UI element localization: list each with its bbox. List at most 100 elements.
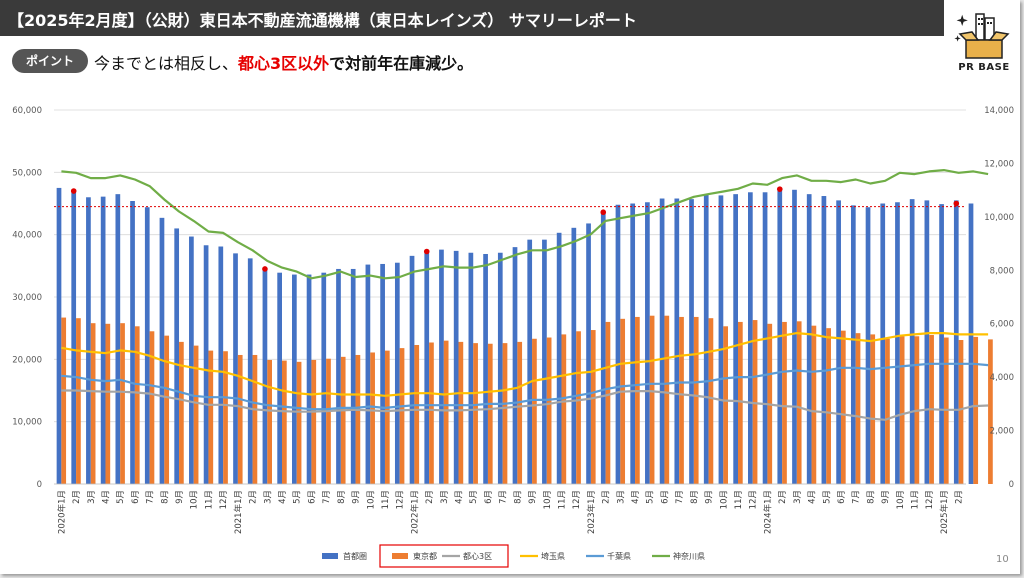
bar-shutoken <box>792 189 797 484</box>
left-tick-label: 0 <box>37 480 42 490</box>
bar-shutoken <box>865 207 871 484</box>
chart-markers <box>70 186 960 272</box>
bar-tokyo <box>458 341 464 484</box>
page-title: 【2025年2月度】（公財）東日本不動産流通機構（東日本レインズ） サマリーレポ… <box>8 11 637 30</box>
x-tick-label: 10月 <box>543 490 553 509</box>
bar-tokyo <box>708 318 714 484</box>
bar-shutoken <box>292 274 297 484</box>
peak-marker <box>600 209 607 216</box>
chart-lines <box>61 168 989 421</box>
bar-shutoken <box>336 268 341 484</box>
bar-shutoken <box>836 200 841 484</box>
x-tick-label: 11月 <box>204 490 214 509</box>
series-line-chiba <box>61 362 989 411</box>
bar-tokyo <box>326 358 331 484</box>
bar-shutoken <box>380 263 385 484</box>
logo-text: PR BASE <box>958 62 1010 73</box>
x-tick-label: 7月 <box>499 490 509 504</box>
bar-tokyo <box>179 341 184 484</box>
bar-tokyo <box>414 344 420 484</box>
series-line-toshin3 <box>61 389 989 421</box>
x-tick-label: 9月 <box>881 490 891 504</box>
bar-tokyo <box>576 331 581 484</box>
point-badge: ポイント <box>12 49 88 73</box>
x-tick-label: 2月 <box>72 490 82 504</box>
x-tick-label: 8月 <box>160 490 170 504</box>
right-tick-label: 0 <box>1009 480 1014 490</box>
bar-shutoken <box>556 232 562 484</box>
bar-tokyo <box>958 340 964 484</box>
bar-shutoken <box>115 194 121 484</box>
bar-tokyo <box>149 331 155 484</box>
bar-shutoken <box>939 204 944 484</box>
peak-marker <box>70 188 77 194</box>
legend-swatch <box>392 553 408 559</box>
bar-shutoken <box>600 212 606 484</box>
right-axis: 0 2,000 4,000 6,000 8,000 10,000 12,000 14,000 <box>984 106 1014 490</box>
bar-tokyo <box>517 341 523 484</box>
bar-tokyo <box>532 338 537 484</box>
bar-tokyo <box>679 316 684 484</box>
x-tick-label: 2025年1月 <box>939 490 950 534</box>
x-tick-label: 3月 <box>793 490 803 504</box>
x-tick-label: 3月 <box>263 490 273 504</box>
x-tick-label: 12月 <box>925 490 935 509</box>
bar-shutoken <box>571 227 577 484</box>
bar-tokyo <box>120 323 125 484</box>
bar-shutoken <box>512 247 518 484</box>
bar-tokyo <box>429 342 434 484</box>
bar-tokyo <box>223 351 228 484</box>
bar-tokyo <box>296 361 302 484</box>
legend-swatch <box>322 553 338 559</box>
bar-tokyo <box>384 350 390 484</box>
bar-shutoken <box>350 268 356 484</box>
left-tick-label: 60,000 <box>12 106 42 116</box>
bar-shutoken <box>56 187 62 484</box>
bar-shutoken <box>733 194 738 484</box>
bar-shutoken <box>262 268 268 484</box>
bar-tokyo <box>649 315 655 484</box>
bar-tokyo <box>796 321 802 484</box>
x-tick-label: 4月 <box>808 490 818 504</box>
bar-tokyo <box>782 321 787 484</box>
x-tick-label: 7月 <box>675 490 685 504</box>
bar-tokyo <box>605 321 611 484</box>
bar-tokyo <box>61 317 67 484</box>
right-tick-label: 4,000 <box>990 373 1014 383</box>
bar-tokyo <box>90 323 96 484</box>
x-tick-label: 10月 <box>190 490 200 509</box>
x-tick-label: 6月 <box>307 490 317 504</box>
building-box-icon <box>954 13 1010 59</box>
bar-shutoken <box>645 202 650 484</box>
bar-shutoken <box>409 255 415 484</box>
bar-shutoken <box>277 272 282 484</box>
legend-label: 埼玉県 <box>541 551 565 561</box>
bar-shutoken <box>895 202 900 484</box>
x-tick-label: 7月 <box>852 490 862 504</box>
bar-tokyo <box>502 343 508 484</box>
bar-shutoken <box>718 195 724 484</box>
bar-shutoken <box>321 272 327 484</box>
peak-marker <box>953 200 960 207</box>
right-tick-label: 8,000 <box>990 266 1014 276</box>
x-tick-label: 2月 <box>955 490 965 504</box>
bar-shutoken <box>821 196 827 484</box>
bar-shutoken <box>659 198 665 484</box>
x-tick-label: 12月 <box>219 490 229 509</box>
bar-tokyo <box>635 316 640 484</box>
x-tick-label: 9月 <box>175 490 185 504</box>
bar-tokyo <box>870 334 876 484</box>
x-tick-label: 5月 <box>116 490 126 504</box>
x-axis: 2020年1月 2月 3月 4月 5月 6月 7月 8月 9月 10月 11月 12月 2021年1月 2… <box>54 483 966 534</box>
x-tick-label: 8月 <box>513 490 523 504</box>
left-tick-label: 40,000 <box>12 231 42 241</box>
x-tick-label: 7月 <box>146 490 156 504</box>
left-tick-label: 10,000 <box>12 418 42 428</box>
bar-shutoken <box>909 199 915 484</box>
x-tick-label: 11月 <box>557 490 567 509</box>
bar-shutoken <box>189 236 194 484</box>
x-tick-label: 7月 <box>322 490 332 504</box>
bar-tokyo <box>723 326 728 484</box>
right-tick-label: 6,000 <box>990 320 1014 330</box>
